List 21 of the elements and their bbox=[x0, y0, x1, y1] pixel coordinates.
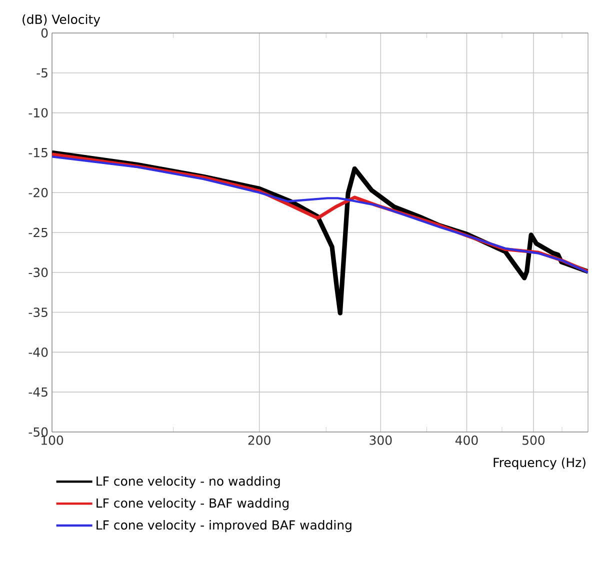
x-tick-label: 500 bbox=[522, 436, 545, 445]
y-tick-label: -15 bbox=[28, 148, 48, 158]
legend-label: LF cone velocity - no wadding bbox=[96, 476, 280, 488]
x-axis-title: Frequency (Hz) bbox=[494, 458, 586, 470]
x-tick-label: 200 bbox=[248, 436, 270, 445]
y-tick-label: -10 bbox=[28, 108, 48, 118]
legend-label: LF cone velocity - improved BAF wadding bbox=[96, 520, 352, 532]
y-tick-label: -45 bbox=[28, 387, 48, 397]
y-tick-label: -40 bbox=[28, 347, 48, 357]
legend-label: LF cone velocity - BAF wadding bbox=[96, 498, 288, 510]
y-tick-label: -20 bbox=[28, 188, 48, 198]
y-tick-label: 0 bbox=[41, 28, 48, 38]
x-tick-label: 100 bbox=[42, 436, 64, 445]
x-tick-label: 300 bbox=[370, 436, 392, 445]
y-tick-label: -35 bbox=[28, 308, 48, 317]
y-tick-label: -5 bbox=[36, 68, 48, 78]
y-axis-title: (dB) Velocity bbox=[22, 14, 100, 26]
y-tick-label: -25 bbox=[28, 228, 48, 238]
y-tick-label: -50 bbox=[28, 427, 48, 437]
y-tick-label: -30 bbox=[28, 268, 48, 278]
x-tick-label: 400 bbox=[455, 436, 478, 445]
